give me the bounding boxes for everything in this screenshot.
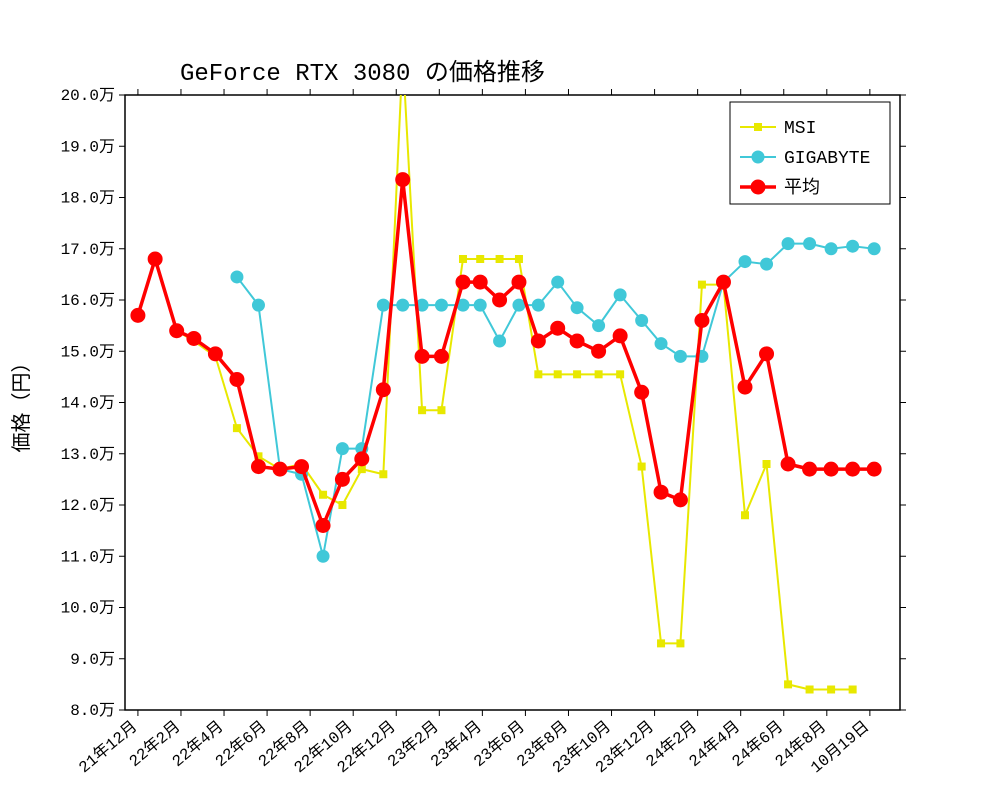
y-tick-label: 12.0万 (61, 497, 115, 515)
y-tick-label: 14.0万 (61, 395, 115, 413)
y-tick-label: 19.0万 (61, 138, 115, 156)
y-tick-label: 16.0万 (61, 292, 115, 310)
y-tick-label: 9.0万 (70, 651, 115, 669)
y-tick-label: 20.0万 (61, 87, 115, 105)
y-tick-label: 15.0万 (61, 343, 115, 361)
chart-container: 8.0万 9.0万 10.0万 11.0万 12.0万 13.0万 14.0万 15.0万 16… (0, 0, 1000, 800)
y-tick-label: 18.0万 (61, 190, 115, 208)
y-tick-label: 8.0万 (70, 702, 115, 720)
legend-label: GIGABYTE (784, 149, 870, 169)
y-tick-label: 17.0万 (61, 241, 115, 259)
y-axis-label: 価格（円） (10, 353, 35, 453)
y-tick-label: 13.0万 (61, 446, 115, 464)
y-tick-label: 11.0万 (61, 548, 115, 566)
legend-label: 平均 (784, 177, 820, 199)
legend-label: MSI (784, 119, 816, 139)
x-tick-label: 21年12月 (75, 717, 141, 777)
chart-title: GeForce RTX 3080 の価格推移 (180, 59, 545, 88)
chart-svg: 8.0万 9.0万 10.0万 11.0万 12.0万 13.0万 14.0万 15.0万 16… (0, 0, 1000, 800)
y-tick-label: 10.0万 (61, 600, 115, 618)
